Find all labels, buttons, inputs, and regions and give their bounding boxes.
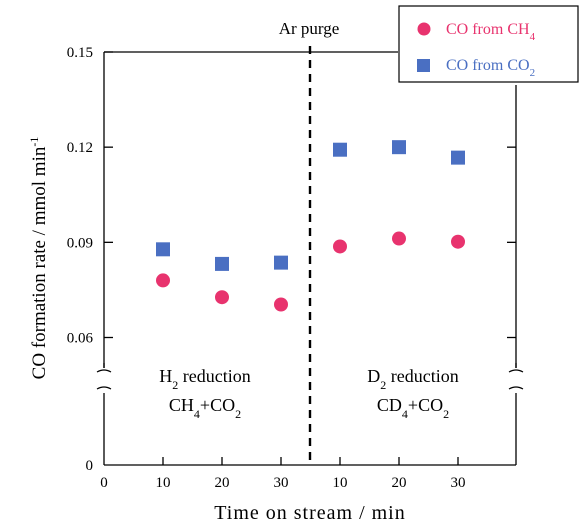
region-left-line1: H2 reduction xyxy=(159,366,250,392)
right-break-lower-curve xyxy=(508,386,524,390)
point-co-from-co2 xyxy=(451,150,465,165)
right-break-upper-curve xyxy=(508,369,524,373)
y-axis-title: CO formation rate / mmol min-1 xyxy=(27,137,50,380)
plot-frame xyxy=(103,51,517,466)
point-co-from-ch4 xyxy=(333,239,347,254)
x-tick-label: 20 xyxy=(392,475,407,491)
x-tick-label: 10 xyxy=(156,475,171,491)
point-co-from-ch4 xyxy=(451,234,465,249)
point-co-from-co2 xyxy=(392,140,406,155)
region-right-line1: D2 reduction xyxy=(367,366,458,392)
region-right-line2: CD4+CO2 xyxy=(377,395,449,421)
point-co-from-co2 xyxy=(274,255,288,270)
y-tick-label: 0 xyxy=(86,458,94,474)
purge-label: Ar purge xyxy=(279,19,340,38)
x-tick-label: 10 xyxy=(333,475,348,491)
point-co-from-ch4 xyxy=(274,297,288,312)
x-tick-label: 0 xyxy=(100,475,108,491)
y-tick-label: 0.15 xyxy=(67,45,93,61)
x-tick-label: 30 xyxy=(274,475,289,491)
left-break-upper-curve xyxy=(96,369,112,373)
point-co-from-co2 xyxy=(333,142,347,157)
legend-marker-ch4 xyxy=(417,22,431,36)
legend: CO from CH4 CO from CO2 xyxy=(398,5,579,83)
region-label-right: D2 reduction CD4+CO2 xyxy=(367,366,458,421)
point-co-from-ch4 xyxy=(156,273,170,288)
point-co-from-co2 xyxy=(215,256,229,271)
region-label-left: H2 reduction CH4+CO2 xyxy=(159,366,250,421)
y-tick-label: 0.06 xyxy=(67,331,94,347)
y-tick-label: 0.12 xyxy=(67,140,93,156)
axis-break-marks xyxy=(96,368,524,393)
y-tick-label: 0.09 xyxy=(67,235,93,251)
data-points xyxy=(156,140,465,312)
region-left-line2: CH4+CO2 xyxy=(169,395,241,421)
right-break-gap xyxy=(508,368,524,393)
x-tick-label: 30 xyxy=(451,475,466,491)
legend-label-co2: CO from CO2 xyxy=(446,57,535,79)
x-ticks: 0 10 20 30 10 20 30 xyxy=(100,457,466,491)
x-axis-title: Time on stream / min xyxy=(214,502,405,524)
legend-marker-co2 xyxy=(417,59,430,72)
point-co-from-co2 xyxy=(156,242,170,257)
x-tick-label: 20 xyxy=(215,475,230,491)
point-co-from-ch4 xyxy=(215,290,229,305)
left-break-lower-curve xyxy=(96,386,112,390)
legend-label-ch4: CO from CH4 xyxy=(446,21,536,43)
point-co-from-ch4 xyxy=(392,231,406,246)
y-ticks: 0 0.06 0.09 0.12 0.15 xyxy=(67,45,516,474)
left-break-gap xyxy=(96,368,112,393)
